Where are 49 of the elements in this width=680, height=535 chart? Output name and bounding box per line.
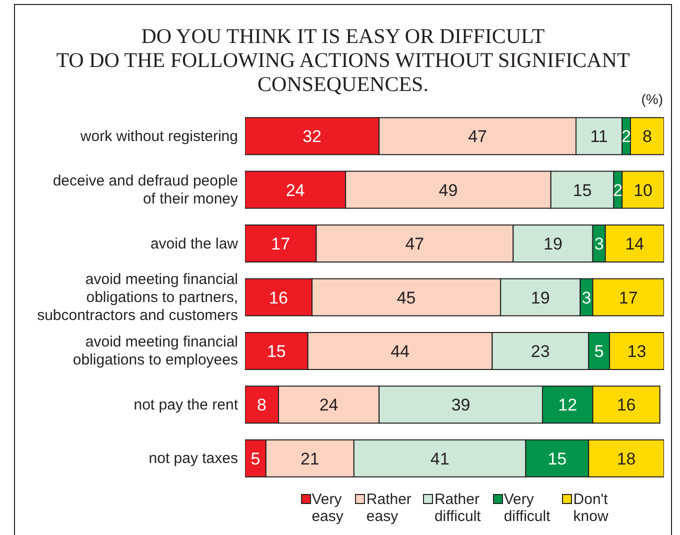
y-tick-label: not pay taxes [148,450,238,467]
data-label: 39 [451,396,470,415]
data-label: 19 [530,288,550,308]
y-tick-label: not pay the rent [134,396,239,413]
y-tick-label: work without registering [79,127,238,144]
legend-label: Don't know [573,491,608,525]
data-label: 18 [616,449,636,468]
data-label: 12 [558,396,578,415]
data-label: 15 [548,449,567,468]
data-label: 17 [271,234,290,254]
legend-label: Very difficult [504,491,550,525]
data-label: 45 [396,288,416,308]
y-tick-label: avoid the law [150,234,238,252]
data-label: 44 [390,342,410,361]
data-label: 13 [627,342,646,361]
data-label: 3 [582,288,592,308]
data-label: 15 [572,180,592,200]
data-label: 47 [405,234,424,254]
data-label: 47 [468,127,488,146]
data-label: 23 [530,342,550,361]
data-label: 41 [430,449,450,468]
text: (%) [641,91,663,107]
y-tick-label: deceive and defraud people of their money [52,172,238,208]
chart-title: DO YOU THINK IT IS EASY OR DIFFICULT TO DO THE FOLLOWING ACTIONS WITHOUT SIGNIFICANT CONSEQUENCES. [56,24,630,96]
data-label: 2 [622,127,632,146]
data-label: 24 [319,396,338,415]
y-tick-label: avoid meeting financial obligations to employees [72,333,238,368]
y-tick-label: avoid meeting financial obligations to partners, subcontractors and customers [37,270,238,324]
data-label: 49 [438,180,458,200]
data-label: 11 [590,127,608,146]
data-label: 10 [634,180,653,200]
data-label: 5 [594,342,604,361]
data-label: 3 [594,234,604,254]
data-label: 19 [544,234,562,254]
data-label: 2 [613,180,623,200]
data-label: 21 [300,449,320,468]
data-label: 16 [616,396,636,415]
data-label: 24 [286,180,305,200]
data-label: 17 [618,288,638,308]
legend-label: Rather easy [366,491,412,525]
data-label: 5 [250,449,260,468]
data-label: 14 [625,234,644,254]
legend-label: Very easy [312,491,344,525]
data-label: 8 [642,127,652,146]
data-label: 16 [269,288,288,308]
data-label: 15 [266,342,286,361]
data-label: 8 [257,396,266,415]
legend-label: Rather difficult [434,491,481,525]
data-label: 32 [302,127,322,146]
